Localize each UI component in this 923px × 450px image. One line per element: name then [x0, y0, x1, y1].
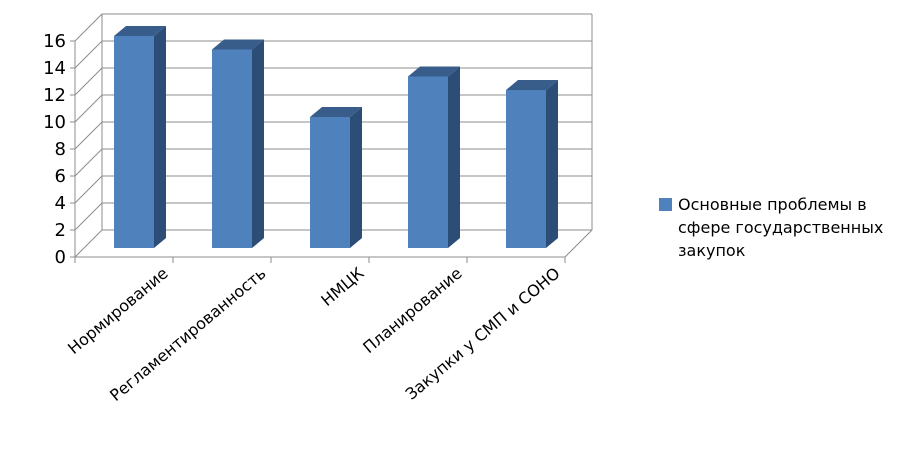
- bar-side-face: [546, 80, 558, 248]
- bar: [506, 80, 558, 248]
- x-category-label: Нормирование: [64, 264, 171, 358]
- side-wall-gridline: [74, 229, 103, 258]
- bar: [114, 26, 166, 248]
- chart-legend: Основные проблемы в сфере государственны…: [659, 193, 923, 262]
- bar-front-face: [212, 49, 252, 248]
- bar: [212, 39, 264, 248]
- y-tick-label: 2: [55, 220, 66, 241]
- chart-bars: [114, 26, 558, 248]
- bar-top-face: [506, 80, 558, 90]
- bar-side-face: [154, 26, 166, 248]
- bar-top-face: [310, 107, 362, 117]
- bar-side-face: [252, 39, 264, 248]
- bar-side-face: [448, 66, 460, 248]
- y-tick-label: 14: [43, 58, 66, 79]
- side-wall-gridline: [74, 202, 103, 231]
- chart-axes: [70, 40, 566, 263]
- bar-top-face: [212, 39, 264, 50]
- legend-label: Основные проблемы в сфере государственны…: [678, 195, 884, 260]
- x-category-label: Планирование: [359, 264, 465, 357]
- bar: [408, 66, 460, 248]
- bar: [310, 107, 362, 248]
- x-category-label: Закупки у СМП и СОНО: [402, 264, 564, 404]
- y-tick-label: 8: [55, 139, 66, 160]
- side-wall-gridline: [74, 40, 103, 69]
- y-tick-label: 0: [55, 247, 66, 268]
- bar-side-face: [350, 107, 362, 248]
- side-wall-gridline: [74, 121, 103, 150]
- bar-front-face: [408, 76, 448, 248]
- y-tick-label: 12: [43, 85, 66, 106]
- side-wall-gridline: [74, 175, 103, 204]
- side-wall-gridline: [74, 94, 103, 123]
- side-wall-gridline: [74, 67, 103, 96]
- bar-front-face: [310, 117, 350, 248]
- y-tick-label: 16: [43, 31, 66, 52]
- y-tick-label: 6: [55, 166, 66, 187]
- y-tick-label: 10: [43, 112, 66, 133]
- bar-top-face: [114, 26, 166, 36]
- side-wall-gridline: [74, 13, 103, 42]
- y-tick-label: 4: [55, 193, 66, 214]
- floor-right-edge: [564, 229, 593, 258]
- x-category-label: Регламентированность: [106, 264, 269, 405]
- side-wall-gridline: [74, 148, 103, 177]
- bar-top-face: [408, 66, 460, 77]
- x-category-label: НМЦК: [317, 263, 368, 310]
- legend-swatch: [659, 198, 672, 211]
- bar-front-face: [506, 90, 546, 248]
- bar-front-face: [114, 36, 154, 248]
